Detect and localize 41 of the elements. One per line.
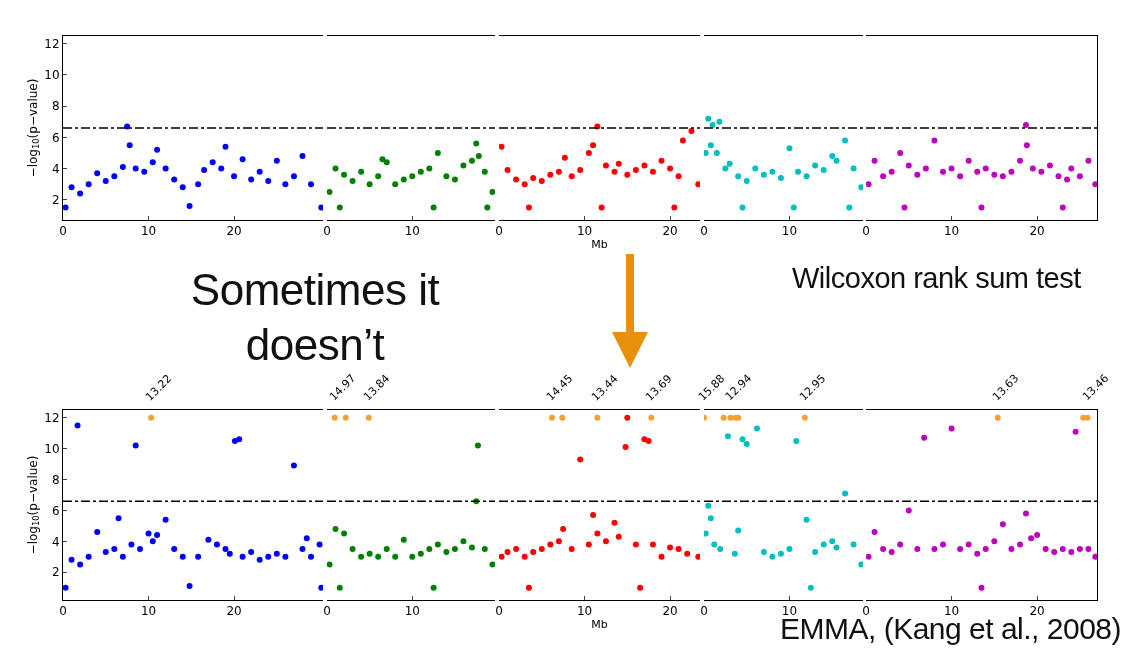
y-tick-label: 12 — [44, 410, 60, 425]
x-tick-label: 0 — [699, 604, 708, 619]
x-tick-label: 10 — [576, 604, 593, 619]
y-tick-label: 6 — [51, 130, 60, 145]
x-tick-label: 0 — [322, 604, 331, 619]
y-tick-label: 4 — [51, 161, 60, 176]
x-tick-label: 20 — [662, 224, 678, 239]
x-tick-label: 10 — [944, 604, 960, 619]
x-tick-label: 20 — [1029, 604, 1046, 619]
x-tick-label: 10 — [781, 224, 797, 239]
y-tick-label: 8 — [51, 472, 60, 487]
y-tick-label: 10 — [44, 68, 60, 83]
y-tick-label: 6 — [51, 503, 60, 518]
text: Sometimes it doesn’t — [189, 264, 441, 371]
x-tick-label: 10 — [404, 224, 420, 239]
x-tick-label: 10 — [140, 224, 157, 239]
x-tick-label: 0 — [699, 224, 708, 239]
y-tick-label: 10 — [44, 441, 60, 456]
x-axis-title: Mb — [591, 618, 608, 632]
x-tick-label: 10 — [576, 224, 593, 239]
x-tick-label: 20 — [1029, 224, 1046, 239]
x-tick-label: 20 — [662, 604, 678, 619]
x-axis-title: Mb — [591, 238, 608, 252]
y-tick-label: 4 — [51, 534, 60, 549]
y-tick-label: 12 — [44, 37, 60, 51]
x-tick-label: 0 — [862, 604, 871, 619]
x-tick-label: 0 — [322, 224, 331, 239]
x-tick-label: 10 — [404, 604, 420, 619]
x-tick-label: 0 — [59, 224, 67, 239]
x-tick-label: 10 — [140, 604, 157, 619]
y-tick-label: 2 — [51, 192, 60, 207]
x-tick-label: 0 — [495, 604, 503, 619]
x-tick-label: 0 — [59, 604, 67, 619]
x-tick-label: 20 — [226, 224, 242, 239]
x-tick-label: 20 — [226, 604, 242, 619]
text: Wilcoxon rank sum test — [792, 262, 1081, 295]
x-tick-label: 0 — [862, 224, 871, 239]
x-tick-label: 0 — [495, 224, 503, 239]
y-tick-label: 2 — [51, 565, 60, 580]
x-tick-label: 10 — [944, 224, 960, 239]
y-tick-label: 8 — [51, 99, 60, 114]
